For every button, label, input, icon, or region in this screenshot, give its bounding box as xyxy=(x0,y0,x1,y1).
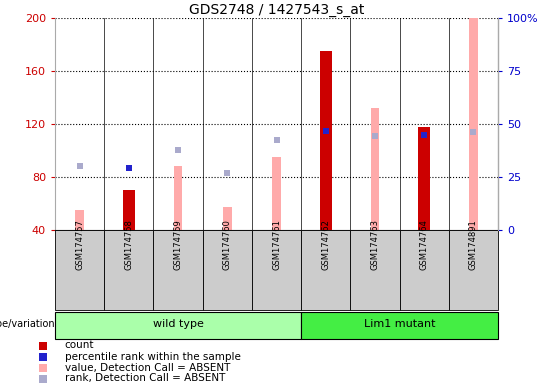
Text: GSM174891: GSM174891 xyxy=(469,219,478,270)
Bar xyxy=(272,157,281,230)
Bar xyxy=(301,230,350,310)
Bar xyxy=(449,230,498,310)
Bar xyxy=(202,230,252,310)
Text: GSM174759: GSM174759 xyxy=(173,219,183,270)
Bar xyxy=(400,230,449,310)
Text: GSM174761: GSM174761 xyxy=(272,219,281,270)
Bar xyxy=(350,230,400,310)
Title: GDS2748 / 1427543_s_at: GDS2748 / 1427543_s_at xyxy=(189,3,364,17)
Text: rank, Detection Call = ABSENT: rank, Detection Call = ABSENT xyxy=(65,374,225,384)
Text: percentile rank within the sample: percentile rank within the sample xyxy=(65,351,241,361)
Bar xyxy=(55,311,301,339)
Bar xyxy=(55,230,104,310)
Bar xyxy=(153,230,202,310)
Text: GSM174764: GSM174764 xyxy=(420,219,429,270)
Bar xyxy=(469,18,478,230)
Bar xyxy=(418,127,430,230)
Text: GSM174763: GSM174763 xyxy=(370,219,380,270)
Bar xyxy=(301,311,498,339)
Bar xyxy=(252,230,301,310)
Bar xyxy=(223,207,232,230)
Text: GSM174762: GSM174762 xyxy=(321,219,330,270)
Text: GSM174760: GSM174760 xyxy=(223,219,232,270)
Bar xyxy=(370,108,380,230)
Bar xyxy=(320,51,332,230)
Text: Lim1 mutant: Lim1 mutant xyxy=(364,319,435,329)
Bar xyxy=(174,166,183,230)
Text: count: count xyxy=(65,341,94,351)
Bar xyxy=(123,190,135,230)
Text: genotype/variation: genotype/variation xyxy=(0,319,55,329)
Bar xyxy=(75,210,84,230)
Text: wild type: wild type xyxy=(153,319,204,329)
Text: value, Detection Call = ABSENT: value, Detection Call = ABSENT xyxy=(65,362,230,372)
Text: GSM174758: GSM174758 xyxy=(124,219,133,270)
Bar xyxy=(104,230,153,310)
Text: GSM174757: GSM174757 xyxy=(75,219,84,270)
